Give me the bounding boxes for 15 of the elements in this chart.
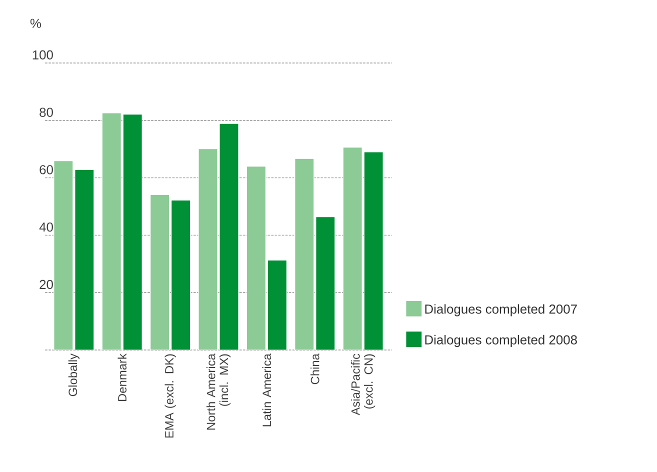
y-tick-label: 80 xyxy=(40,108,53,117)
y-tick-label: 100 xyxy=(32,50,53,60)
x-tick-label: EMA (excl. DK) xyxy=(164,354,176,438)
legend-label: Dialogues completed 2008 xyxy=(425,334,577,348)
x-tick-label: Asia/Pacific (excl. CN) xyxy=(351,354,376,416)
x-tick-label: China xyxy=(310,354,320,384)
x-tick-label: North America (incl. MX) xyxy=(206,354,231,430)
y-tick-label: 60 xyxy=(40,165,53,174)
y-tick-label: 40 xyxy=(39,222,53,232)
y-tick-label: 20 xyxy=(40,280,53,290)
legend-label: Dialogues completed 2007 xyxy=(425,304,577,316)
x-tick-label: Globally xyxy=(68,354,80,396)
x-tick-label: Denmark xyxy=(118,354,126,402)
y-axis-title: % xyxy=(30,18,42,28)
x-tick-label: Latin America xyxy=(262,354,272,426)
